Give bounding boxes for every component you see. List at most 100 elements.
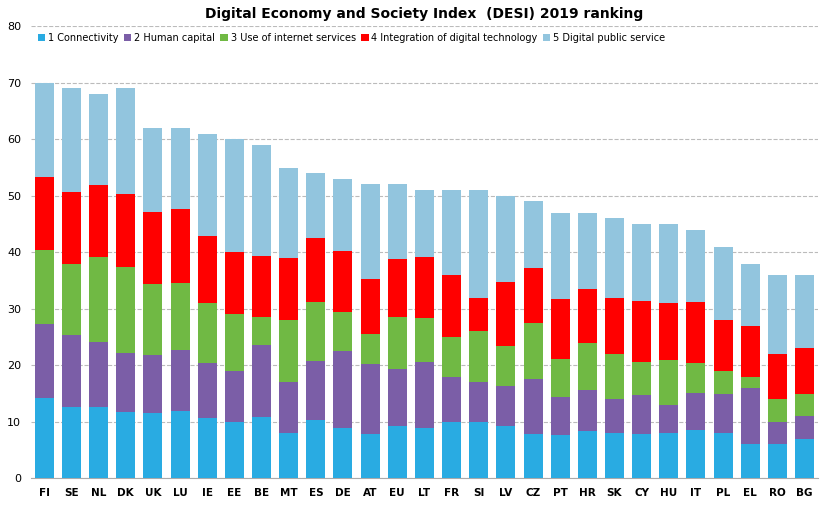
Bar	[524, 268, 543, 323]
Bar	[605, 218, 624, 297]
Bar	[333, 179, 352, 251]
Bar	[62, 88, 81, 192]
Bar	[415, 428, 434, 478]
Bar	[198, 364, 217, 418]
Bar	[497, 386, 516, 426]
Bar	[714, 433, 733, 478]
Bar	[388, 260, 407, 317]
Bar	[686, 363, 705, 393]
Bar	[768, 275, 787, 354]
Bar	[550, 299, 569, 359]
Bar	[225, 371, 244, 422]
Bar	[632, 434, 651, 478]
Bar	[144, 414, 163, 478]
Bar	[659, 303, 678, 360]
Bar	[333, 428, 352, 478]
Bar	[469, 297, 488, 331]
Bar	[306, 302, 325, 361]
Bar	[741, 388, 760, 444]
Bar	[116, 194, 135, 267]
Bar	[714, 393, 733, 433]
Bar	[741, 444, 760, 478]
Bar	[89, 257, 108, 341]
Bar	[415, 318, 434, 362]
Bar	[361, 433, 380, 478]
Bar	[333, 251, 352, 312]
Bar	[89, 341, 108, 407]
Bar	[361, 184, 380, 279]
Bar	[116, 412, 135, 478]
Bar	[388, 427, 407, 478]
Bar	[768, 444, 787, 478]
Bar	[768, 399, 787, 422]
Bar	[605, 297, 624, 354]
Bar	[442, 377, 461, 422]
Bar	[225, 315, 244, 371]
Bar	[578, 390, 596, 431]
Bar	[686, 302, 705, 363]
Bar	[116, 88, 135, 194]
Bar	[62, 264, 81, 335]
Bar	[497, 282, 516, 346]
Bar	[469, 382, 488, 422]
Bar	[442, 275, 461, 337]
Bar	[306, 173, 325, 238]
Bar	[89, 407, 108, 478]
Bar	[632, 224, 651, 301]
Bar	[144, 212, 163, 284]
Bar	[578, 342, 596, 390]
Bar	[252, 417, 271, 478]
Bar	[171, 411, 190, 478]
Bar	[279, 433, 298, 478]
Bar	[198, 236, 217, 303]
Bar	[89, 94, 108, 185]
Bar	[497, 346, 516, 386]
Bar	[605, 399, 624, 433]
Bar	[252, 317, 271, 345]
Bar	[279, 382, 298, 433]
Bar	[35, 324, 54, 398]
Bar	[659, 224, 678, 303]
Bar	[578, 431, 596, 478]
Bar	[144, 355, 163, 414]
Bar	[714, 246, 733, 320]
Bar	[659, 360, 678, 405]
Bar	[768, 422, 787, 444]
Bar	[361, 334, 380, 364]
Bar	[415, 257, 434, 318]
Bar	[442, 337, 461, 377]
Bar	[388, 369, 407, 427]
Bar	[35, 83, 54, 177]
Bar	[62, 407, 81, 478]
Bar	[578, 289, 596, 342]
Bar	[578, 213, 596, 289]
Bar	[333, 351, 352, 428]
Bar	[198, 134, 217, 236]
Bar	[469, 422, 488, 478]
Bar	[225, 252, 244, 315]
Bar	[605, 354, 624, 399]
Bar	[795, 348, 814, 393]
Bar	[469, 331, 488, 382]
Bar	[795, 439, 814, 478]
Bar	[62, 192, 81, 264]
Bar	[524, 323, 543, 379]
Bar	[550, 359, 569, 397]
Bar	[442, 190, 461, 275]
Bar	[144, 128, 163, 212]
Bar	[35, 250, 54, 324]
Bar	[795, 416, 814, 439]
Bar	[279, 258, 298, 320]
Bar	[632, 395, 651, 434]
Bar	[524, 379, 543, 434]
Bar	[198, 303, 217, 364]
Bar	[171, 350, 190, 411]
Bar	[415, 190, 434, 257]
Bar	[550, 435, 569, 478]
Bar	[741, 264, 760, 326]
Bar	[524, 201, 543, 268]
Bar	[795, 393, 814, 416]
Bar	[361, 279, 380, 334]
Bar	[550, 213, 569, 299]
Bar	[333, 312, 352, 351]
